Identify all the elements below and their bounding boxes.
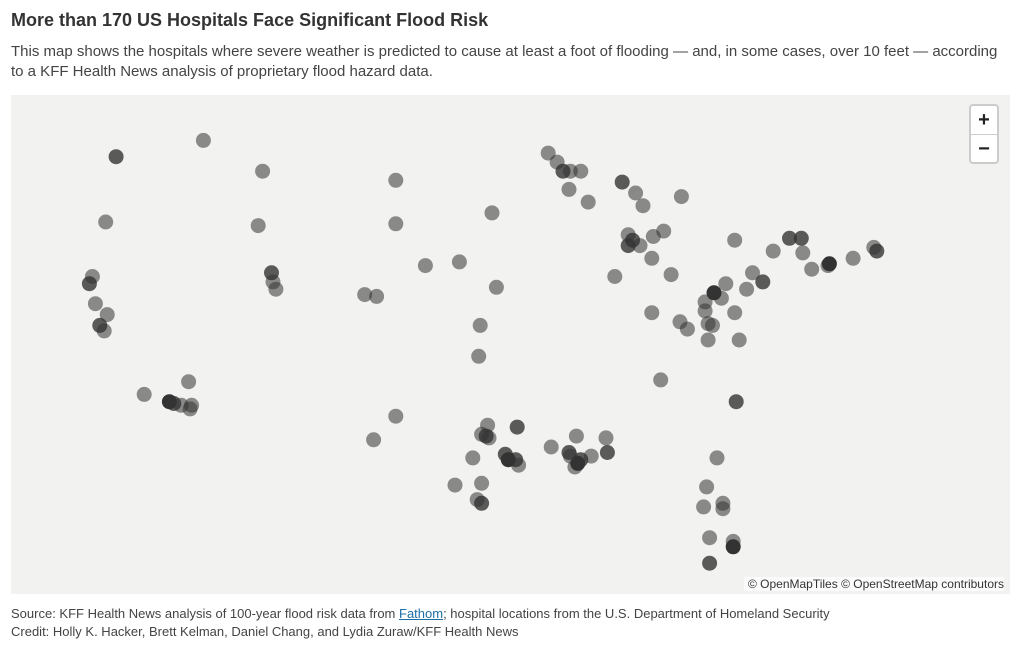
hospital-marker[interactable] xyxy=(795,245,811,261)
hospital-marker[interactable] xyxy=(728,394,744,410)
hospital-marker[interactable] xyxy=(474,495,490,511)
hospital-marker[interactable] xyxy=(679,321,695,337)
hospital-marker[interactable] xyxy=(739,281,755,297)
hospital-marker[interactable] xyxy=(731,332,747,348)
hospital-marker[interactable] xyxy=(451,254,467,270)
hospital-marker[interactable] xyxy=(182,401,198,417)
zoom-control: + − xyxy=(969,104,999,164)
hospital-marker[interactable] xyxy=(543,439,559,455)
hospital-marker[interactable] xyxy=(568,428,584,444)
hospital-marker[interactable] xyxy=(598,430,614,446)
hospital-marker[interactable] xyxy=(561,181,577,197)
zoom-out-button[interactable]: − xyxy=(978,138,990,160)
hospital-marker[interactable] xyxy=(644,250,660,266)
hospital-marker[interactable] xyxy=(96,323,112,339)
hospital-marker[interactable] xyxy=(417,258,433,274)
hospital-marker[interactable] xyxy=(709,450,725,466)
hospital-marker[interactable] xyxy=(820,258,836,274)
hospital-marker[interactable] xyxy=(632,238,648,254)
hospital-marker[interactable] xyxy=(181,374,197,390)
credit-note: Credit: Holly K. Hacker, Brett Kelman, D… xyxy=(11,624,519,639)
hospital-marker[interactable] xyxy=(700,332,716,348)
source-text-prefix: Source: KFF Health News analysis of 100-… xyxy=(11,606,399,621)
hospital-marker[interactable] xyxy=(628,185,644,201)
hospital-marker[interactable] xyxy=(620,238,636,254)
hospital-marker[interactable] xyxy=(702,530,718,546)
hospital-marker[interactable] xyxy=(715,501,731,517)
hospital-marker[interactable] xyxy=(99,307,115,323)
source-text-suffix: ; hospital locations from the U.S. Depar… xyxy=(443,606,830,621)
hospital-marker[interactable] xyxy=(388,408,404,424)
hospital-marker[interactable] xyxy=(699,479,715,495)
hospital-marker[interactable] xyxy=(656,223,672,239)
hospital-marker[interactable] xyxy=(705,317,720,333)
hospital-marker[interactable] xyxy=(465,450,481,466)
hospital-marker[interactable] xyxy=(663,267,679,283)
hospital-marker[interactable] xyxy=(782,230,797,246)
hospital-markers-layer xyxy=(81,132,885,571)
hospital-marker[interactable] xyxy=(583,448,599,464)
hospital-marker[interactable] xyxy=(713,290,729,306)
hospital-marker[interactable] xyxy=(471,348,487,364)
hospital-marker[interactable] xyxy=(369,288,385,304)
hospital-marker[interactable] xyxy=(567,459,583,475)
hospital-marker[interactable] xyxy=(845,250,861,266)
hospital-marker[interactable] xyxy=(511,457,527,473)
hospital-marker[interactable] xyxy=(250,218,266,234)
hospital-marker[interactable] xyxy=(388,172,404,188)
page-subtitle: This map shows the hospitals where sever… xyxy=(11,43,998,80)
hospital-marker[interactable] xyxy=(635,198,651,214)
hospital-marker[interactable] xyxy=(765,243,781,259)
map-attribution: © OpenMapTiles © OpenStreetMap contribut… xyxy=(743,577,1004,591)
hospital-marker[interactable] xyxy=(98,214,114,230)
hospital-marker[interactable] xyxy=(136,386,152,402)
hospital-marker[interactable] xyxy=(727,232,743,248)
flood-risk-map[interactable]: + − © OpenMapTiles © OpenStreetMap contr… xyxy=(11,95,1010,594)
hospital-marker[interactable] xyxy=(702,555,718,571)
hospital-marker[interactable] xyxy=(755,274,771,290)
hospital-marker[interactable] xyxy=(804,261,820,277)
hospital-marker[interactable] xyxy=(793,230,809,246)
hospital-marker[interactable] xyxy=(488,279,504,295)
hospital-marker[interactable] xyxy=(357,287,373,303)
hospital-marker[interactable] xyxy=(573,163,589,179)
hospital-marker[interactable] xyxy=(474,475,490,491)
hospital-marker[interactable] xyxy=(607,269,623,284)
hospital-marker[interactable] xyxy=(366,432,382,448)
hospital-marker[interactable] xyxy=(644,305,660,321)
hospital-marker[interactable] xyxy=(388,216,404,232)
hospital-marker[interactable] xyxy=(195,132,211,148)
hospital-marker[interactable] xyxy=(255,163,271,179)
hospital-marker[interactable] xyxy=(580,194,596,210)
hospital-marker[interactable] xyxy=(653,372,669,388)
hospital-marker[interactable] xyxy=(725,539,741,555)
hospital-marker[interactable] xyxy=(472,317,488,333)
fathom-link[interactable]: Fathom xyxy=(399,606,444,621)
hospital-marker[interactable] xyxy=(268,281,284,297)
hospital-marker[interactable] xyxy=(614,174,630,190)
hospital-marker[interactable] xyxy=(447,477,463,493)
page-title: More than 170 US Hospitals Face Signific… xyxy=(11,10,489,30)
hospital-marker[interactable] xyxy=(562,163,578,179)
zoom-in-button[interactable]: + xyxy=(971,106,997,135)
hospital-marker[interactable] xyxy=(718,276,734,292)
source-note: Source: KFF Health News analysis of 100-… xyxy=(11,605,830,623)
hospital-marker[interactable] xyxy=(484,205,500,221)
hospital-marker[interactable] xyxy=(509,419,525,435)
hospital-marker[interactable] xyxy=(87,296,103,312)
hospital-marker[interactable] xyxy=(696,499,712,515)
hospital-marker[interactable] xyxy=(81,276,97,292)
hospital-marker[interactable] xyxy=(481,430,497,446)
hospital-marker[interactable] xyxy=(599,445,615,460)
hospital-marker[interactable] xyxy=(673,189,689,205)
hospital-marker[interactable] xyxy=(108,149,124,165)
hospital-marker[interactable] xyxy=(745,265,760,281)
hospital-marker[interactable] xyxy=(727,305,743,321)
hospital-marker[interactable] xyxy=(869,243,885,259)
